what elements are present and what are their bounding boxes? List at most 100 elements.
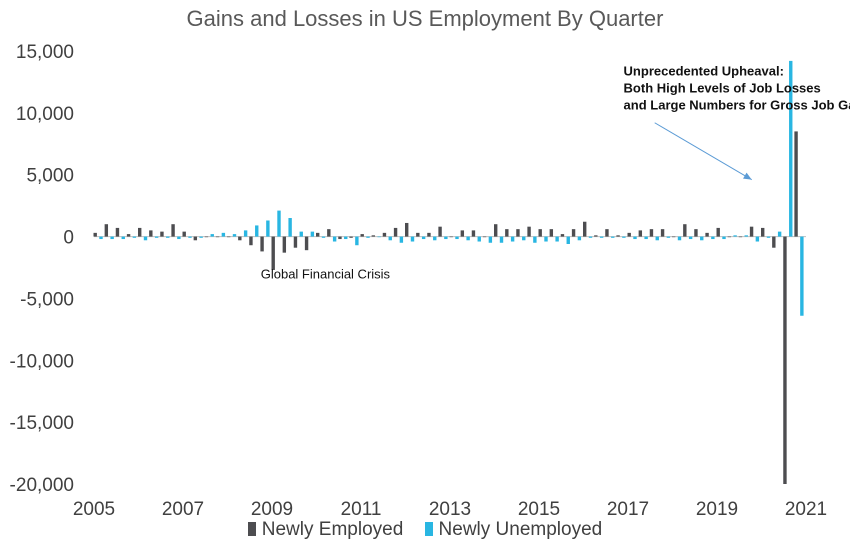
- bar-newly-unemployed: [277, 210, 281, 237]
- bar-newly-employed: [482, 236, 487, 238]
- bar-newly-employed: [271, 236, 275, 270]
- bar-newly-employed: [672, 236, 676, 238]
- bar-newly-unemployed: [677, 236, 682, 241]
- x-tick-label: 2007: [162, 499, 204, 520]
- legend-item-newly-employed: Newly Employed: [247, 519, 403, 541]
- bar-newly-employed: [794, 131, 798, 237]
- bar-newly-unemployed: [177, 236, 181, 240]
- bar-newly-employed: [93, 232, 97, 237]
- bar-newly-employed: [527, 226, 531, 237]
- bar-newly-employed: [405, 222, 409, 237]
- bar-newly-employed: [594, 235, 598, 237]
- bar-newly-unemployed: [110, 236, 114, 240]
- y-tick-label: 0: [63, 228, 74, 249]
- bar-newly-unemployed: [722, 236, 726, 240]
- bar-newly-employed: [516, 229, 520, 237]
- bar-newly-employed: [182, 231, 186, 237]
- bar-newly-employed: [761, 227, 765, 237]
- bar-newly-unemployed: [433, 236, 437, 241]
- bar-newly-unemployed: [455, 236, 459, 240]
- legend-item-newly-unemployed: Newly Unemployed: [424, 519, 602, 541]
- bar-newly-employed: [171, 224, 175, 237]
- bar-newly-employed: [549, 229, 554, 237]
- bar-newly-employed: [260, 236, 264, 252]
- bar-newly-employed: [627, 232, 631, 237]
- bars: [93, 60, 806, 484]
- bar-newly-unemployed: [166, 236, 170, 238]
- x-tick-label: 2009: [251, 499, 293, 520]
- bar-newly-employed: [371, 235, 376, 237]
- bar-newly-unemployed: [421, 236, 426, 240]
- bar-newly-unemployed: [199, 236, 203, 238]
- x-tick-label: 2017: [607, 499, 649, 520]
- bar-newly-employed: [126, 234, 131, 237]
- bar-newly-unemployed: [755, 236, 760, 242]
- bar-newly-unemployed: [221, 232, 226, 237]
- bar-newly-unemployed: [266, 220, 270, 237]
- annotation-line: Both High Levels of Job Losses: [624, 81, 821, 96]
- y-tick-label: -5,000: [20, 289, 74, 310]
- y-tick-label: -10,000: [10, 351, 74, 372]
- bar-newly-unemployed: [766, 236, 771, 238]
- bar-newly-employed: [449, 236, 453, 238]
- bar-newly-unemployed: [789, 60, 793, 237]
- bar-newly-employed: [349, 236, 353, 238]
- bar-newly-unemployed: [121, 236, 125, 240]
- bar-newly-employed: [138, 227, 142, 237]
- bar-newly-unemployed: [666, 236, 671, 238]
- bar-newly-unemployed: [544, 236, 548, 242]
- bar-newly-employed: [605, 229, 609, 237]
- bar-newly-unemployed: [399, 236, 404, 243]
- bar-newly-unemployed: [410, 236, 415, 242]
- bar-newly-employed: [716, 227, 720, 237]
- bar-newly-unemployed: [444, 236, 448, 240]
- bar-newly-unemployed: [622, 236, 626, 238]
- bar-newly-employed: [204, 236, 209, 238]
- bar-newly-unemployed: [132, 236, 137, 238]
- x-tick-label: 2015: [518, 499, 560, 520]
- bar-newly-unemployed: [366, 236, 370, 238]
- bar-newly-unemployed: [344, 236, 348, 240]
- legend: Newly Employed Newly Unemployed: [0, 519, 850, 541]
- bar-newly-unemployed: [655, 236, 659, 241]
- bar-newly-employed: [416, 232, 420, 237]
- bar-newly-unemployed: [466, 236, 470, 241]
- bar-newly-employed: [538, 229, 542, 237]
- bar-newly-unemployed: [377, 236, 381, 238]
- bar-newly-unemployed: [700, 236, 704, 241]
- bar-newly-unemployed: [688, 236, 693, 240]
- bar-newly-unemployed: [321, 236, 326, 238]
- bar-newly-employed: [193, 236, 198, 241]
- annotation-arrow-head: [743, 172, 752, 180]
- bar-newly-unemployed: [733, 235, 737, 237]
- bar-newly-employed: [705, 232, 709, 237]
- bar-newly-unemployed: [644, 236, 648, 240]
- bar-newly-employed: [616, 235, 620, 237]
- bar-newly-employed: [560, 234, 565, 237]
- bar-newly-employed: [293, 236, 298, 248]
- bar-newly-employed: [460, 230, 465, 237]
- bar-newly-employed: [505, 229, 509, 237]
- bar-newly-unemployed: [588, 236, 593, 238]
- legend-swatch-newly-employed: [247, 522, 256, 536]
- bar-newly-unemployed: [577, 236, 582, 241]
- bar-newly-employed: [772, 236, 776, 248]
- y-tick-label: 15,000: [16, 42, 74, 63]
- bar-newly-employed: [316, 232, 320, 237]
- bar-newly-employed: [660, 229, 665, 237]
- x-tick-label: 2013: [429, 499, 471, 520]
- bar-newly-unemployed: [232, 234, 237, 237]
- bar-newly-employed: [471, 230, 476, 237]
- bar-newly-employed: [749, 226, 754, 237]
- bar-newly-employed: [360, 234, 364, 237]
- annotation-callout: Unprecedented Upheaval: Both High Levels …: [624, 64, 850, 113]
- bar-newly-employed: [115, 227, 120, 237]
- bar-newly-employed: [104, 224, 109, 237]
- chart-title: Gains and Losses in US Employment By Qua…: [186, 6, 664, 31]
- bar-newly-unemployed: [154, 236, 159, 238]
- bar-newly-unemployed: [777, 231, 782, 237]
- annotation-arrow-line: [654, 122, 752, 181]
- y-tick-label: -15,000: [10, 413, 74, 434]
- bar-newly-unemployed: [143, 236, 148, 241]
- bar-newly-unemployed: [355, 236, 359, 246]
